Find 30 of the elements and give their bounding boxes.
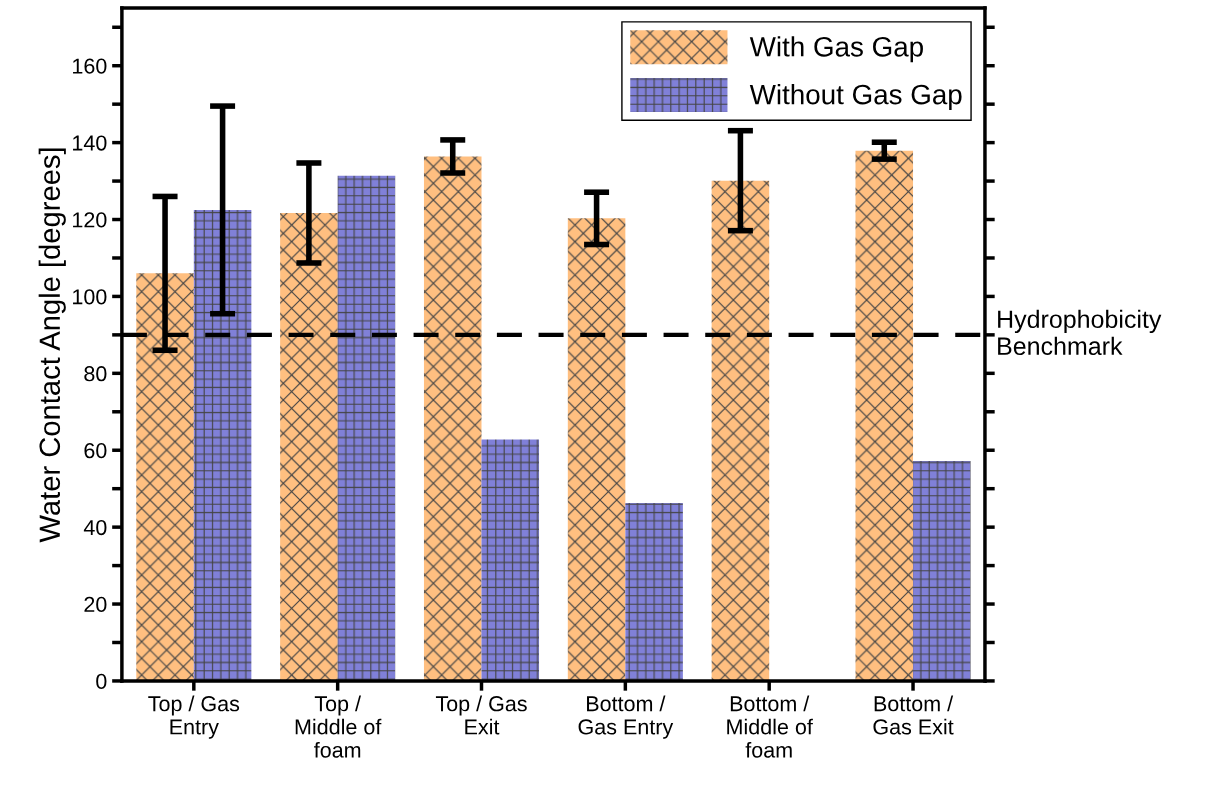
y-tick-label: 0	[96, 673, 107, 689]
bar	[337, 175, 396, 681]
y-axis-title: Water Contact Angle [degrees]	[38, 148, 66, 543]
legend-label: Without Gas Gap	[749, 84, 962, 110]
y-tick-label: 100	[73, 289, 107, 305]
bar	[711, 180, 770, 681]
bar	[193, 209, 252, 681]
x-tick-label: Top / Middle of foam	[295, 695, 382, 758]
y-tick-label: 120	[73, 212, 107, 228]
bar	[625, 502, 683, 681]
bar	[855, 150, 914, 681]
y-tick-label: 60	[84, 443, 107, 459]
bar	[136, 273, 194, 681]
y-tick-label: 160	[73, 58, 107, 74]
x-tick-label: Bottom / Gas Entry	[578, 695, 674, 739]
bar	[481, 439, 540, 681]
y-tick-label: 20	[84, 596, 107, 613]
legend-label: With Gas Gap	[749, 36, 923, 63]
bar	[423, 156, 482, 681]
bar	[280, 212, 338, 681]
y-tick-label: 40	[83, 519, 107, 536]
x-tick-label: Top / Gas Exit	[435, 695, 527, 735]
bar	[567, 218, 626, 681]
x-tick-label: Bottom / Gas Exit	[873, 695, 954, 735]
x-tick-label: Bottom / Middle of foam	[727, 695, 813, 758]
y-tick-label: 140	[73, 135, 107, 151]
bar	[913, 461, 971, 681]
x-tick-label: Top / Gas Entry	[148, 695, 240, 739]
y-tick-label: 80	[84, 366, 107, 382]
ref-line-label: Hydrophobicity Benchmark	[998, 309, 1162, 356]
